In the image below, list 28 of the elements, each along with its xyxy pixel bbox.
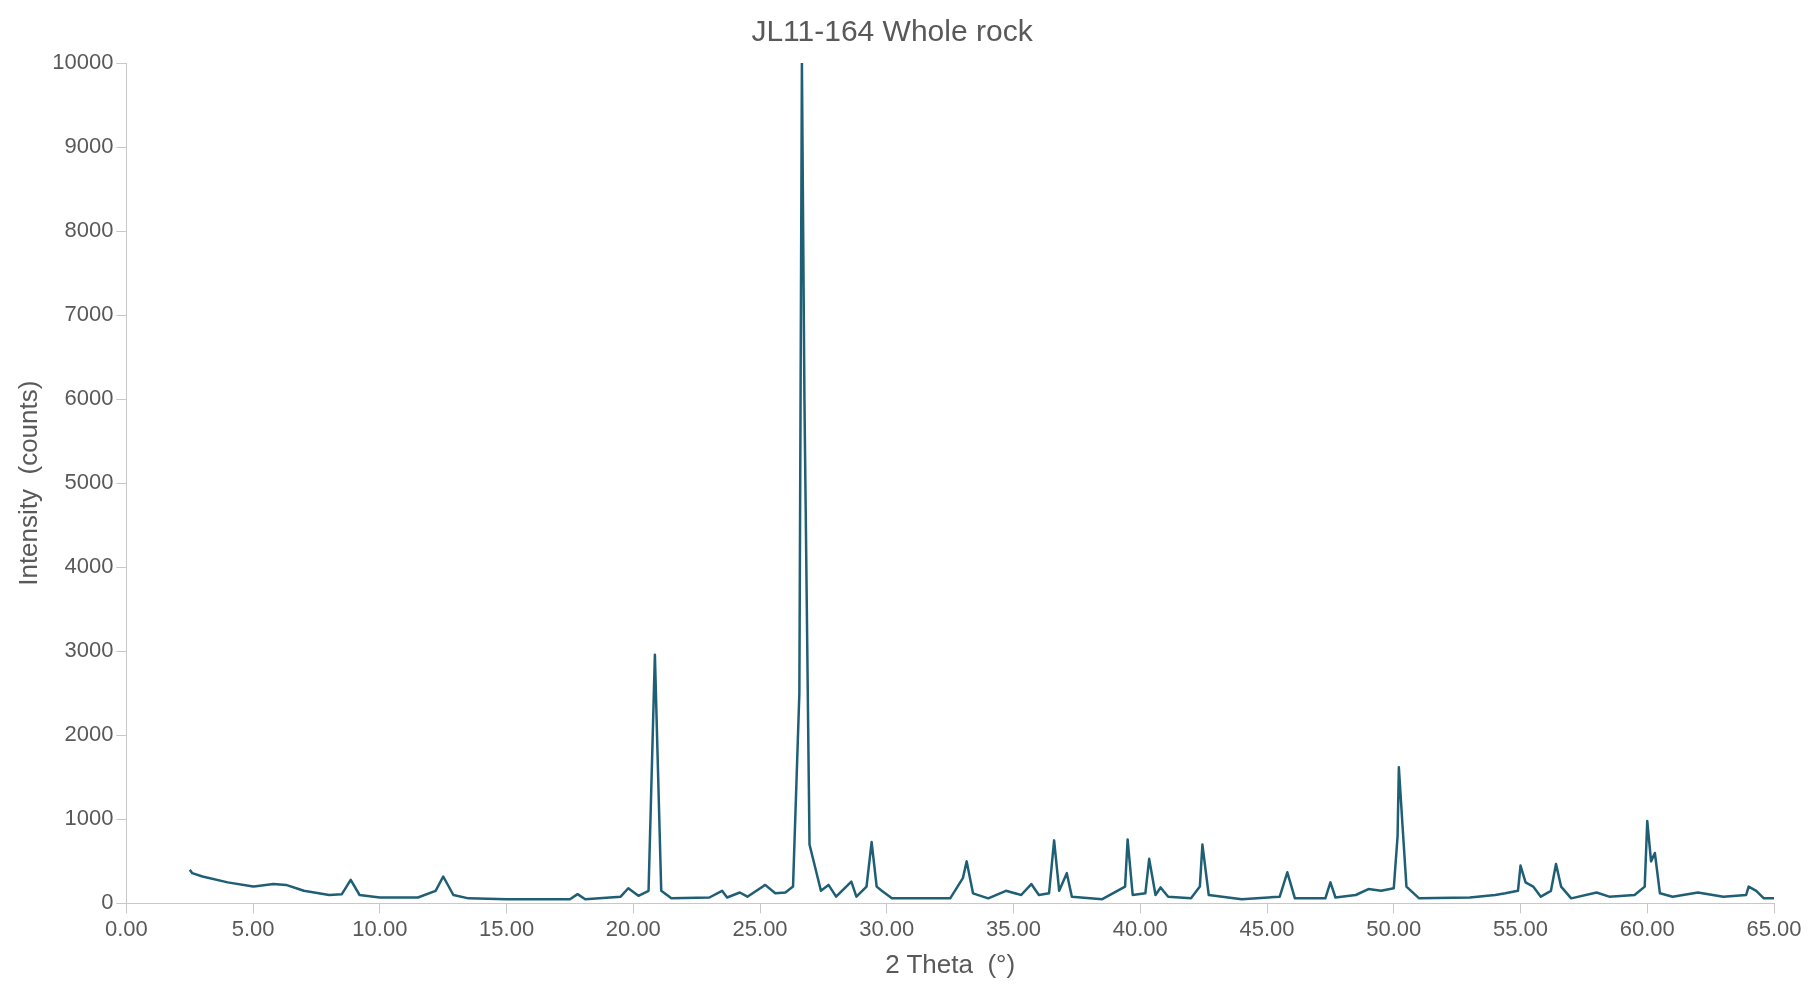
x-tick-label: 45.00 (1239, 915, 1295, 941)
x-tick-label: 40.00 (1112, 915, 1168, 941)
x-axis-title: 2 Theta (°) (885, 948, 1016, 979)
chart-title: JL11-164 Whole rock (751, 14, 1034, 48)
x-tick-label: 25.00 (732, 915, 788, 941)
x-tick-label: 10.00 (352, 915, 408, 941)
x-tick-label: 65.00 (1746, 915, 1802, 941)
y-tick-label: 9000 (64, 133, 114, 159)
x-tick-label: 35.00 (986, 915, 1042, 941)
y-tick-label: 6000 (64, 385, 114, 411)
y-tick-label: 1000 (64, 805, 114, 831)
y-tick-label: 2000 (64, 721, 114, 747)
x-tick-label: 60.00 (1619, 915, 1675, 941)
y-tick-label: 8000 (64, 217, 114, 243)
x-tick-label: 30.00 (859, 915, 915, 941)
x-tick-label: 5.00 (231, 915, 275, 941)
y-tick-label: 5000 (64, 469, 114, 495)
x-tick-label: 50.00 (1366, 915, 1422, 941)
y-tick-label: 4000 (64, 553, 114, 579)
y-tick-label: 3000 (64, 637, 114, 663)
y-tick-label: 0 (101, 889, 114, 915)
y-tick-label: 7000 (64, 301, 114, 327)
y-tick-label: 10000 (52, 49, 114, 75)
x-tick-label: 15.00 (479, 915, 535, 941)
x-tick-label: 55.00 (1492, 915, 1549, 941)
x-tick-label: 20.00 (605, 915, 661, 941)
x-tick-label: 0.00 (104, 915, 148, 941)
y-axis-title: Intensity (counts) (12, 380, 43, 586)
